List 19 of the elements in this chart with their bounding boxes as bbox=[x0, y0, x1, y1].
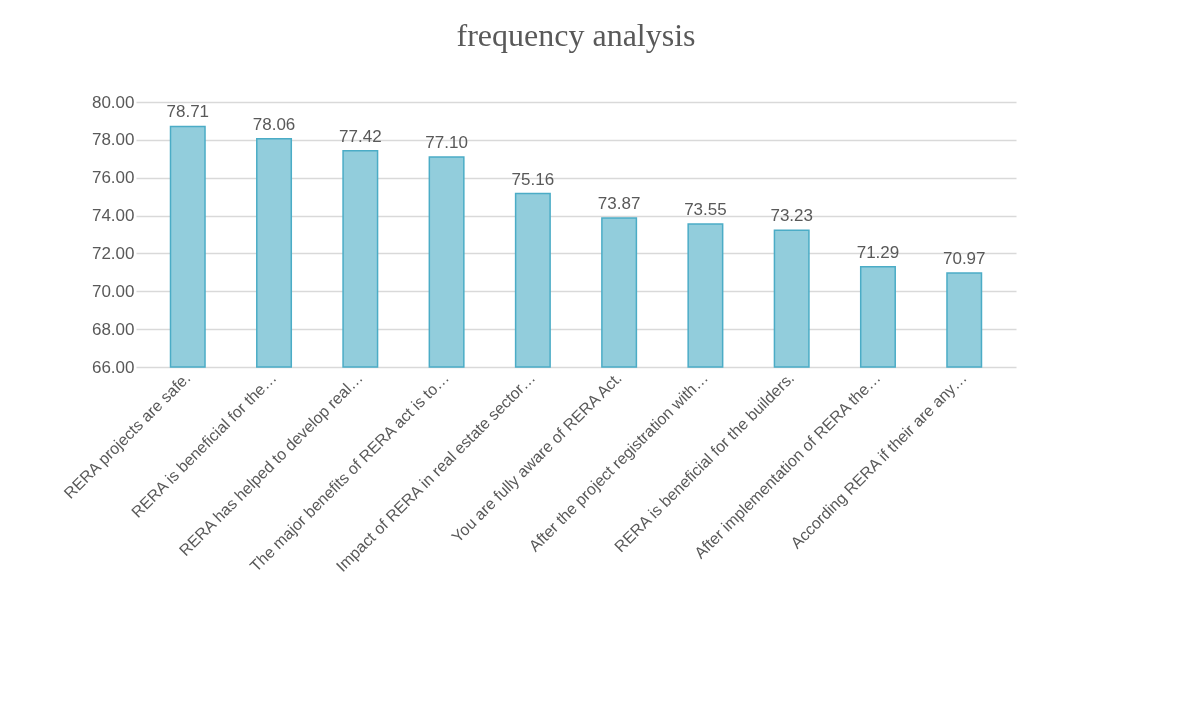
data-label: 73.55 bbox=[684, 200, 727, 220]
data-label: 73.87 bbox=[597, 194, 641, 214]
data-label: 77.10 bbox=[425, 132, 468, 152]
y-tick-label: 76.00 bbox=[91, 168, 135, 188]
data-label: 71.29 bbox=[856, 242, 900, 262]
y-tick-label: 70.00 bbox=[91, 281, 135, 301]
y-tick-label: 66.00 bbox=[91, 357, 135, 377]
y-tick-label: 74.00 bbox=[91, 206, 135, 226]
y-tick-label: 68.00 bbox=[91, 319, 135, 339]
data-label: 77.42 bbox=[339, 126, 382, 146]
chart-title: frequency analysis bbox=[456, 17, 696, 53]
y-tick-label: 80.00 bbox=[91, 92, 135, 112]
data-label: 75.16 bbox=[511, 169, 555, 189]
data-label: 73.23 bbox=[770, 206, 813, 226]
data-label: 78.06 bbox=[252, 114, 296, 134]
y-tick-label: 72.00 bbox=[91, 243, 135, 263]
data-label: 70.97 bbox=[942, 248, 986, 268]
data-label: 78.71 bbox=[166, 102, 210, 122]
y-tick-label: 78.00 bbox=[91, 130, 135, 150]
